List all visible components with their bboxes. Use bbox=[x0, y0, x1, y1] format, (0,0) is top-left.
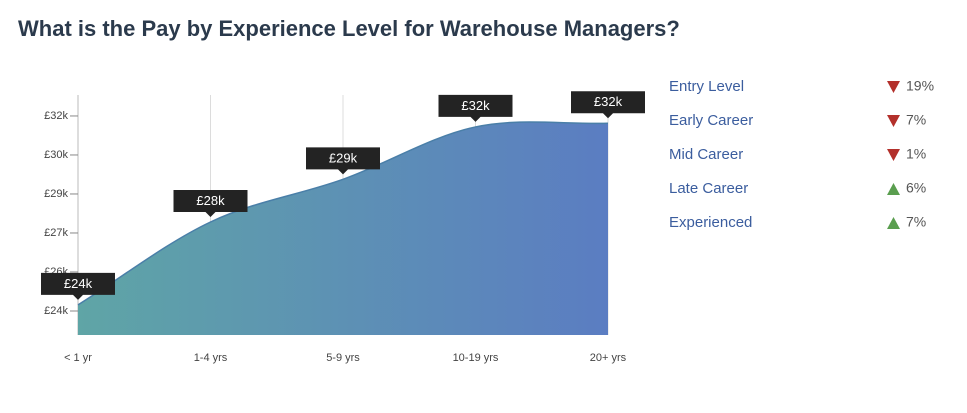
value-callout bbox=[571, 91, 645, 119]
change-arrow bbox=[887, 81, 900, 93]
x-tick-label: 5-9 yrs bbox=[326, 352, 360, 364]
x-tick-label: 10-19 yrs bbox=[453, 352, 499, 364]
value-label: £29k bbox=[329, 150, 358, 165]
change-label: 1% bbox=[906, 146, 926, 162]
level-label: Early Career bbox=[669, 112, 753, 129]
level-label: Experienced bbox=[669, 214, 752, 231]
y-tick-label: £32k bbox=[44, 110, 68, 122]
y-tick-label: £29k bbox=[44, 188, 68, 200]
x-tick-label: 20+ yrs bbox=[590, 352, 627, 364]
value-callout bbox=[41, 272, 115, 300]
level-label: Late Career bbox=[669, 180, 748, 197]
value-label: £24k bbox=[64, 276, 93, 291]
change-arrow bbox=[887, 115, 900, 127]
value-callout bbox=[438, 94, 513, 122]
value-label: £32k bbox=[461, 98, 490, 113]
value-callout bbox=[173, 190, 248, 218]
change-label: 7% bbox=[906, 112, 926, 128]
y-tick-label: £24k bbox=[44, 305, 68, 317]
change-label: 7% bbox=[906, 214, 926, 230]
level-label: Entry Level bbox=[669, 78, 744, 95]
change-arrow bbox=[887, 217, 900, 229]
change-arrow bbox=[887, 183, 900, 195]
x-tick-label: 1-4 yrs bbox=[194, 352, 228, 364]
area-line bbox=[77, 121, 609, 306]
chart-title: What is the Pay by Experience Level for … bbox=[18, 16, 680, 41]
value-label: £32k bbox=[594, 94, 623, 109]
value-label: £28k bbox=[196, 193, 225, 208]
x-tick-label: < 1 yr bbox=[64, 352, 92, 364]
value-callout bbox=[306, 147, 380, 175]
y-tick-label: £27k bbox=[44, 227, 68, 239]
level-label: Mid Career bbox=[669, 146, 743, 163]
change-label: 6% bbox=[906, 180, 926, 196]
area bbox=[78, 121, 608, 335]
y-tick-label: £30k bbox=[44, 149, 68, 161]
change-label: 19% bbox=[906, 78, 934, 94]
change-arrow bbox=[887, 149, 900, 161]
